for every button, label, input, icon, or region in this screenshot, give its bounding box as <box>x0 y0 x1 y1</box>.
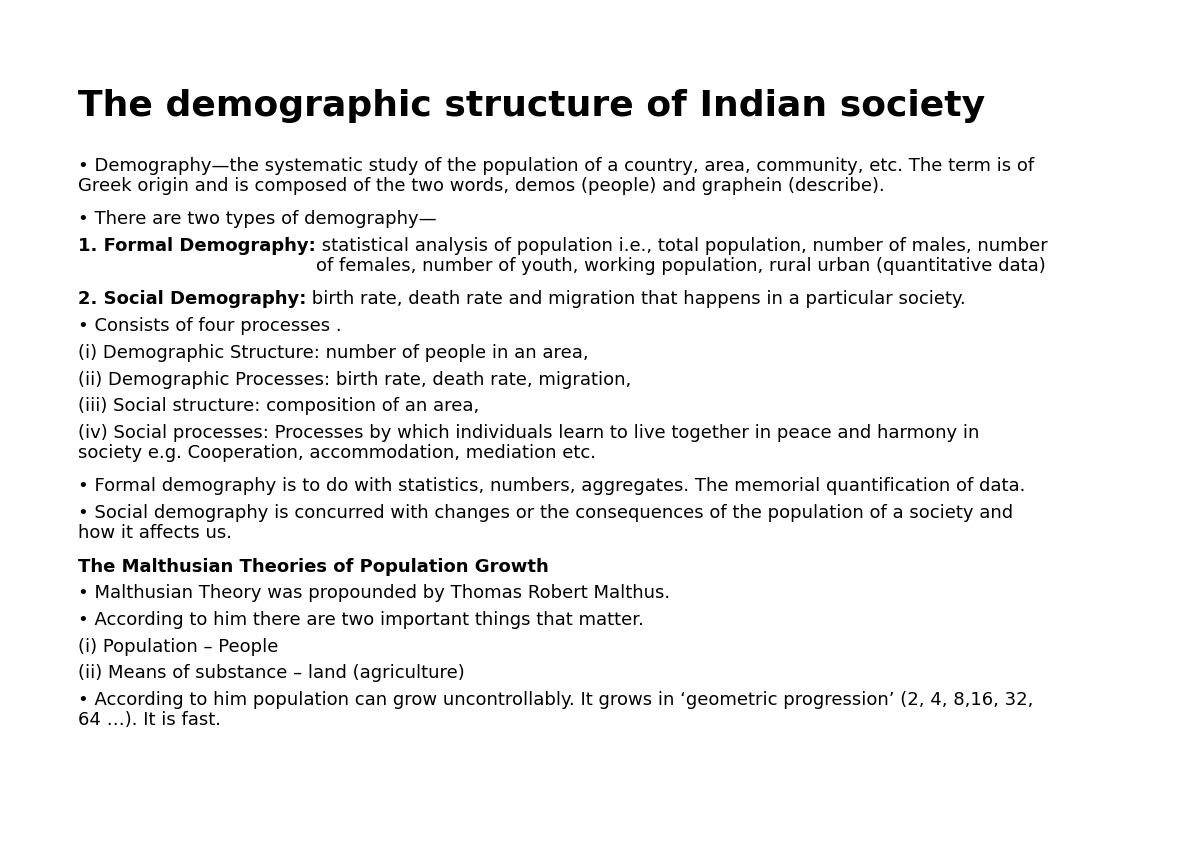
Text: • According to him there are two important things that matter.: • According to him there are two importa… <box>78 611 644 629</box>
Text: • Formal demography is to do with statistics, numbers, aggregates. The memorial : • Formal demography is to do with statis… <box>78 477 1025 495</box>
Text: • Consists of four processes .: • Consists of four processes . <box>78 317 342 335</box>
Text: (ii) Means of substance – land (agriculture): (ii) Means of substance – land (agricult… <box>78 664 464 683</box>
Text: statistical analysis of population i.e., total population, number of males, numb: statistical analysis of population i.e.,… <box>316 237 1048 275</box>
Text: (i) Demographic Structure: number of people in an area,: (i) Demographic Structure: number of peo… <box>78 344 589 362</box>
Text: • According to him population can grow uncontrollably. It grows in ‘geometric pr: • According to him population can grow u… <box>78 691 1033 729</box>
Text: (iv) Social processes: Processes by which individuals learn to live together in : (iv) Social processes: Processes by whic… <box>78 424 979 462</box>
Text: • Demography—the systematic study of the population of a country, area, communit: • Demography—the systematic study of the… <box>78 157 1034 195</box>
Text: (ii) Demographic Processes: birth rate, death rate, migration,: (ii) Demographic Processes: birth rate, … <box>78 371 631 388</box>
Text: The demographic structure of Indian society: The demographic structure of Indian soci… <box>78 89 985 123</box>
Text: • There are two types of demography—: • There are two types of demography— <box>78 210 437 228</box>
Text: The Malthusian Theories of Population Growth: The Malthusian Theories of Population Gr… <box>78 558 548 576</box>
Text: • Social demography is concurred with changes or the consequences of the populat: • Social demography is concurred with ch… <box>78 504 1013 542</box>
Text: 1. Formal Demography:: 1. Formal Demography: <box>78 237 316 255</box>
Text: (i) Population – People: (i) Population – People <box>78 638 278 656</box>
Text: birth rate, death rate and migration that happens in a particular society.: birth rate, death rate and migration tha… <box>306 291 966 309</box>
Text: (iii) Social structure: composition of an area,: (iii) Social structure: composition of a… <box>78 397 479 416</box>
Text: • Malthusian Theory was propounded by Thomas Robert Malthus.: • Malthusian Theory was propounded by Th… <box>78 584 670 602</box>
Text: 2. Social Demography:: 2. Social Demography: <box>78 291 306 309</box>
